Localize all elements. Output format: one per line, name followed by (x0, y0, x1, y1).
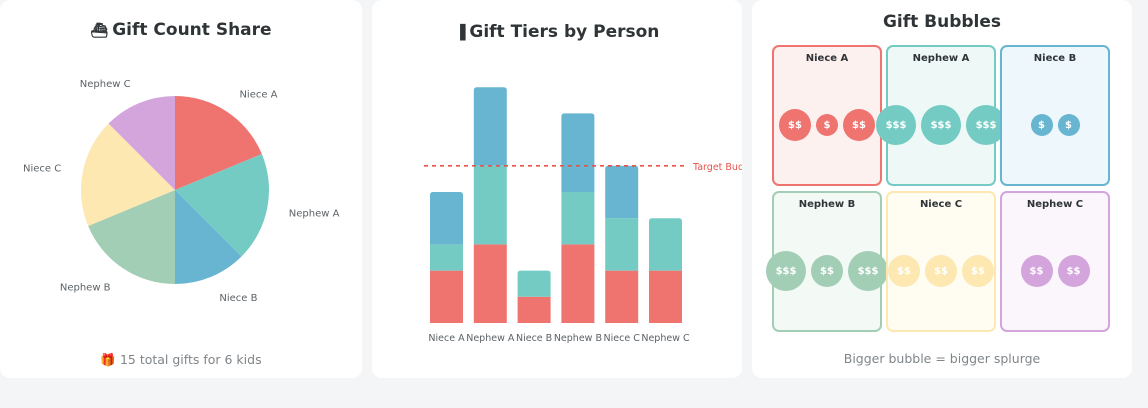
bar-segment-niece-a-tier-3 (430, 192, 463, 245)
gift-bubble: $$$ (921, 105, 961, 145)
bubble-cell-nephew-c: Nephew C $$ $$ (1000, 191, 1110, 332)
gift-icon: 🎁 (100, 352, 116, 367)
gift-bubble: $$ (925, 255, 957, 287)
bubble-cell-title: Nephew A (912, 53, 970, 64)
bar-segment-nephew-a-tier-2 (473, 165, 507, 245)
gift-bubble: $$$ (966, 105, 1006, 145)
bubble-cell-title: Niece C (919, 199, 963, 210)
bar-xlabel-niece-c: Niece C (604, 333, 641, 344)
pie-slice-niece-b (175, 190, 242, 284)
bubbles-title: Gift Bubbles (882, 12, 1002, 32)
bubble-cell-niece-c: Niece C $$ $$ $$ (886, 191, 996, 332)
gift-bubble: $$$ (876, 105, 916, 145)
gift-bubble: $$ (1057, 255, 1090, 287)
gift-bubble: $$ (811, 255, 843, 287)
bubble-cell-niece-b: Niece B $ $ (1000, 45, 1110, 186)
bubble-cell-title: Niece B (1033, 53, 1077, 64)
gift-bubble: $$ (888, 255, 920, 287)
bar-segment-niece-a-tier-1 (430, 270, 463, 323)
pie-title-row: ⛴ Gift Count Share (0, 20, 362, 40)
ship-icon: ⛴ (90, 23, 109, 39)
pie-slice-niece-a (175, 96, 262, 190)
gift-bubble: $ (816, 114, 838, 136)
gift-bubble: $$ (843, 109, 875, 141)
gift-bubbles-panel: Gift Bubbles Niece A $$ $ $$ Nephew A $$$ $$$ $… (752, 0, 1132, 378)
pie-label-niece-c: Niece C (23, 163, 61, 174)
bar-chart: Niece A Nephew A Niece B Nephew B Niece C Nep… (424, 87, 742, 344)
pie-slice-niece-c (81, 123, 175, 226)
gift-bubble: $ (1057, 114, 1080, 136)
gift-bubble: $ (1030, 114, 1053, 136)
pie-chart: Niece A Nephew A Niece B Nephew B Niece C Nep… (23, 79, 340, 304)
bars-title: Gift Tiers by Person (469, 22, 660, 42)
bar-segment-nephew-b-tier-1 (561, 244, 595, 323)
bar-segment-nephew-a-tier-1 (473, 244, 507, 323)
bar-xlabel-nephew-b: Nephew B (554, 333, 602, 344)
bar-segment-nephew-b-tier-3 (561, 113, 595, 192)
bar-xlabel-nephew-a: Nephew A (466, 333, 515, 344)
bubble-cell-niece-a: Niece A $$ $ $$ (772, 45, 882, 186)
bubbles-footer: Bigger bubble = bigger splurge (843, 351, 1041, 366)
gift-bubble: $$ (779, 109, 811, 141)
bubble-cell-nephew-b: Nephew B $$$ $$ $$$ (766, 191, 888, 332)
gift-bubble: $$$ (848, 251, 888, 291)
bar-segment-niece-c-tier-3 (605, 165, 639, 219)
bar-segment-niece-c-tier-2 (605, 218, 639, 271)
bars-title-row: ▐ Gift Tiers by Person (372, 22, 742, 42)
bubble-cell-nephew-a: Nephew A $$$ $$$ $$$ (876, 45, 1006, 186)
pie-slice-nephew-c (108, 96, 175, 190)
gift-bubble: $$ (1020, 255, 1053, 287)
bubble-cell-title: Nephew C (1026, 199, 1084, 210)
pie-label-niece-a: Niece A (239, 90, 277, 101)
bar-segment-niece-b-tier-1 (517, 296, 551, 323)
pie-slice-nephew-a (175, 154, 269, 257)
target-budget-label: Target Bud (692, 162, 742, 173)
pie-label-nephew-b: Nephew B (60, 282, 111, 293)
bubble-cell-title: Nephew B (798, 199, 856, 210)
bar-segment-nephew-a-tier-3 (473, 87, 507, 166)
pie-slice-nephew-b (88, 190, 175, 284)
bar-segment-nephew-b-tier-2 (561, 192, 595, 245)
pie-footer: 🎁 15 total gifts for 6 kids (0, 352, 362, 368)
gift-tiers-panel: ▐ Gift Tiers by Person Niece A Nephew A Nie… (372, 0, 742, 378)
bar-segment-niece-c-tier-1 (605, 270, 639, 323)
pie-label-nephew-c: Nephew C (80, 79, 131, 90)
pie-title: Gift Count Share (112, 20, 272, 40)
pie-label-nephew-a: Nephew A (289, 209, 340, 220)
bar-segment-niece-b-tier-2 (517, 270, 551, 297)
pie-footer-text: 15 total gifts for 6 kids (119, 352, 262, 367)
bubble-cell-title: Niece A (805, 53, 849, 64)
bar-segment-nephew-c-tier-1 (649, 270, 682, 323)
gift-bubble: $$ (962, 255, 994, 287)
gift-bubble: $$$ (766, 251, 806, 291)
gift-count-share-panel: ⛴ Gift Count Share Niece A Nephew A Niece B… (0, 0, 362, 378)
pie-label-niece-b: Niece B (219, 293, 257, 304)
bar-xlabel-niece-b: Niece B (516, 333, 552, 344)
bar-chart-icon: ▐ (454, 25, 466, 41)
bar-xlabel-nephew-c: Nephew C (641, 333, 690, 344)
bar-segment-niece-a-tier-2 (430, 244, 463, 271)
bar-xlabel-niece-a: Niece A (428, 333, 465, 344)
bar-segment-nephew-c-tier-2 (649, 218, 682, 271)
